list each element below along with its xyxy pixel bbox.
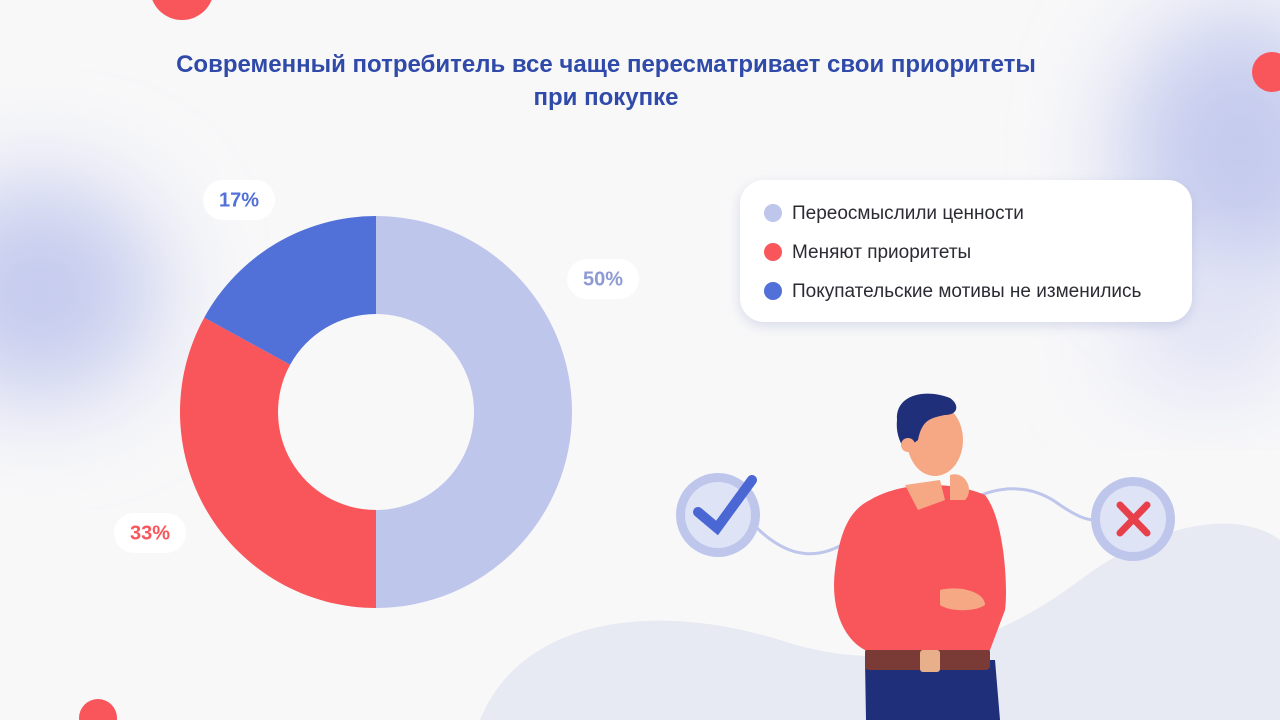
value-label: 17% xyxy=(219,189,259,211)
slice xyxy=(376,216,572,608)
legend-marker xyxy=(764,243,782,261)
value-label-bg xyxy=(567,259,639,299)
slice xyxy=(204,216,376,365)
legend-label: Покупательские мотивы не изменились xyxy=(792,281,1142,302)
illustration xyxy=(676,393,1175,720)
legend-label: Переосмыслили ценности xyxy=(792,203,1024,224)
slice xyxy=(180,317,376,608)
value-label-bg xyxy=(203,180,275,220)
value-label: 33% xyxy=(130,522,170,544)
legend-marker xyxy=(764,204,782,222)
value-label-bg xyxy=(114,513,186,553)
legend-marker xyxy=(764,282,782,300)
chart-title: Современный потребитель все чаще пересма… xyxy=(176,51,1036,111)
legend-box xyxy=(740,180,1192,322)
legend-label: Меняют приоритеты xyxy=(792,242,971,263)
donut: 50% 33% 17% xyxy=(114,180,639,608)
value-label: 50% xyxy=(583,268,623,290)
